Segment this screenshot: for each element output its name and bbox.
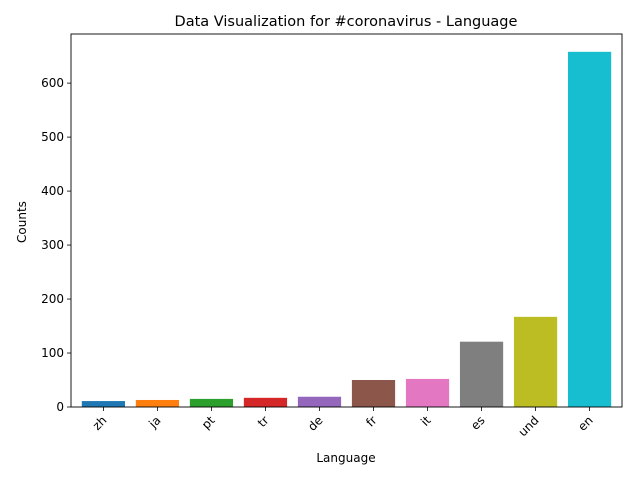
plot-area xyxy=(81,51,612,407)
x-axis: zh ja pt tr de fr it es und en xyxy=(90,407,596,439)
x-tick-label: fr xyxy=(363,413,379,429)
x-tick-label: zh xyxy=(90,413,110,433)
y-tick-label: 100 xyxy=(41,346,64,360)
x-axis-label: Language xyxy=(316,451,375,465)
bar-es xyxy=(459,341,504,407)
x-tick-label: und xyxy=(516,413,542,439)
y-tick-label: 300 xyxy=(41,238,64,252)
y-tick-label: 500 xyxy=(41,130,64,144)
bar-fr xyxy=(351,380,396,407)
bar-pt xyxy=(189,398,234,407)
bar-it xyxy=(405,378,450,407)
x-tick-label: de xyxy=(305,413,326,434)
y-axis: 0 100 200 300 400 500 600 xyxy=(41,76,71,414)
chart-title: Data Visualization for #coronavirus - La… xyxy=(175,14,518,30)
x-tick-label: ja xyxy=(145,413,163,431)
y-tick-label: 400 xyxy=(41,184,64,198)
bar-tr xyxy=(243,397,288,407)
x-tick-label: tr xyxy=(255,413,272,430)
bar-und xyxy=(513,316,558,407)
y-tick-label: 200 xyxy=(41,292,64,306)
bar-en xyxy=(567,51,612,407)
y-axis-label: Counts xyxy=(15,201,29,243)
x-tick-label: it xyxy=(418,413,434,429)
y-tick-label: 600 xyxy=(41,76,64,90)
bar-de xyxy=(297,396,342,407)
x-tick-label: pt xyxy=(199,413,218,432)
bar-zh xyxy=(81,401,126,407)
y-tick-label: 0 xyxy=(56,400,64,414)
plot-frame xyxy=(70,33,623,408)
x-tick-label: en xyxy=(575,413,596,434)
x-tick-label: es xyxy=(468,413,488,433)
bar-ja xyxy=(135,399,180,407)
